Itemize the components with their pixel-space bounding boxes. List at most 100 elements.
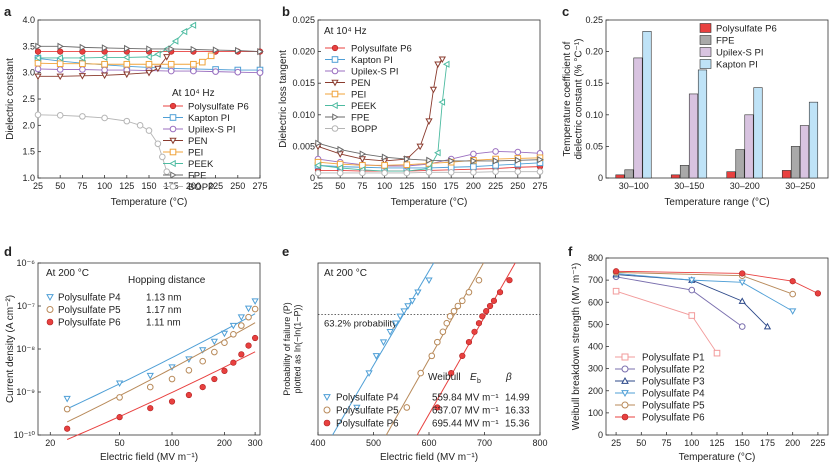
- panel-e-data-point: [446, 313, 454, 320]
- panel-a-data-point: [56, 112, 64, 119]
- panel-b-data-point: [470, 163, 477, 170]
- panel-a-y-tick-label: 1.5: [22, 147, 35, 157]
- panel-f-y-ticks: 0 100 200 300 400 500 600 700 800: [588, 253, 609, 440]
- panel-a-legend-label: Polysulfate P6: [188, 102, 249, 113]
- panel-b-legend-label: PEI: [351, 90, 366, 101]
- panel-e-reference-label: 63.2% probability: [324, 319, 397, 330]
- panel-c-y-ticks: 0 0.05 0.10 0.15 0.20 0.25: [585, 15, 609, 183]
- panel-e-x-tick-label: 600: [421, 438, 436, 448]
- panel-b-legend-marker: [331, 56, 339, 63]
- panel-a-data-point: [212, 68, 219, 75]
- panel-a-data-point: [79, 43, 87, 52]
- panel-b-data-point: [336, 151, 344, 158]
- panel-d-legend-hopping: 1.17 nm: [146, 305, 181, 316]
- panel-c-bar-upilex-s-pi: [688, 93, 699, 179]
- panel-e-data-point: [417, 369, 424, 377]
- panel-b-data-point: [434, 61, 442, 69]
- panel-b-legend-label: Upilex-S PI: [351, 67, 399, 78]
- panel-c-bar-upilex-s-pi: [744, 114, 754, 179]
- panel-a-x-tick-label: 100: [97, 181, 112, 191]
- panel-e-data-point: [434, 338, 441, 346]
- panel-d-x-tick-label: 50: [115, 438, 125, 448]
- panel-d-data-point: [168, 375, 176, 383]
- panel-c-label: c: [562, 4, 569, 19]
- panel-c-y-tick-label: 0.05: [585, 141, 603, 151]
- panel-a-data-point: [122, 53, 130, 62]
- panel-e-data-point: [459, 297, 466, 305]
- panel-b-y-tick-label: 0.015: [292, 78, 315, 88]
- panel-a-data-point: [136, 122, 144, 129]
- panel-b-x-tick-label: 225: [488, 181, 503, 191]
- panel-a-data-point: [78, 54, 86, 62]
- panel-e-legend-eb: 559.84 MV m⁻¹: [432, 393, 499, 404]
- panel-d-data-point: [230, 359, 237, 366]
- panel-d-data-point: [221, 339, 228, 347]
- panel-a-data-point: [167, 60, 175, 68]
- panel-f-y-tick-label: 500: [588, 319, 603, 329]
- panel-c-y-tick-label: 0.25: [585, 15, 603, 25]
- panel-b-y-axis-label: Dielectric loss tangent: [278, 50, 289, 148]
- panel-d-legend-marker: [46, 306, 54, 313]
- panel-c-legend-label: FPE: [716, 36, 734, 47]
- panel-f-legend-label: Polysulfate P6: [642, 413, 705, 424]
- panel-d-data-point: [230, 330, 237, 338]
- panel-f-legend-marker: [621, 413, 629, 421]
- panel-a-legend-label: PEI: [188, 148, 203, 159]
- panel-e-data-point: [483, 308, 490, 315]
- panel-f-y-tick-label: 700: [588, 275, 603, 285]
- panel-a-data-point: [198, 58, 206, 66]
- panel-a-data-point: [171, 37, 179, 45]
- panel-a-series-line: [37, 114, 168, 172]
- panel-b-data-point: [314, 169, 322, 177]
- panel-a-x-tick-label: 150: [141, 181, 156, 191]
- panel-a-series-pei: [34, 52, 215, 68]
- panel-c-y-axis-label: Temperature coefficient ofdielectric con…: [562, 39, 585, 160]
- panel-b-data-point: [447, 169, 455, 176]
- panel-d-data-point: [238, 351, 245, 358]
- panel-a-data-point: [180, 27, 188, 36]
- panel-b-x-tick-label: 50: [335, 181, 345, 191]
- panel-e-data-point: [506, 277, 513, 284]
- panel-b-data-point: [336, 164, 343, 172]
- panel-d-data-point: [251, 298, 259, 305]
- panel-e-annotation: At 200 °C: [324, 268, 367, 279]
- panel-b-data-point: [336, 169, 344, 177]
- panel-a-data-point: [190, 60, 197, 68]
- panel-b-data-point: [537, 156, 544, 164]
- panel-a-annotation: At 10⁴ Hz: [172, 88, 215, 99]
- panel-c-y-tick-label: 0.15: [585, 78, 603, 88]
- panel-e-data-point: [465, 288, 473, 296]
- panel-d-data-point: [211, 375, 218, 383]
- panel-a-y-tick-label: 2.0: [22, 120, 35, 130]
- panel-f-x-ticks: 25 50 75 100 125 150 175 200 225: [611, 432, 825, 448]
- panel-a-y-tick-label: 2.5: [22, 94, 35, 104]
- panel-f-legend-label: Polysulfate P2: [642, 365, 705, 376]
- panel-f-series-polysulfate-p6: [612, 268, 822, 297]
- panel-b-y-tick-label: 0.020: [292, 47, 315, 57]
- panel-e-data-point: [396, 313, 404, 321]
- panel-b-y-tick-label: 0: [310, 173, 315, 183]
- panel-e-x-tick-label: 700: [477, 438, 492, 448]
- panel-f-legend-label: Polysulfate P4: [642, 389, 705, 400]
- panel-f-data-point: [789, 308, 797, 315]
- panel-b-label: b: [282, 4, 290, 19]
- panel-a-data-point: [101, 60, 108, 68]
- panel-d-data-point: [211, 348, 218, 356]
- panel-f-data-point: [688, 312, 696, 319]
- panel-a-series-pen: [34, 54, 171, 81]
- panel-d-legend-marker: [46, 318, 54, 326]
- panel-a-x-tick-label: 200: [186, 181, 201, 191]
- panel-b-data-point: [403, 169, 411, 177]
- panel-b-data-point: [315, 139, 322, 147]
- panel-a-series-bopp: [34, 111, 171, 175]
- panel-d-data-point: [185, 366, 193, 374]
- panel-d-x-tick-label: 20: [45, 438, 55, 448]
- panel-c-x-tick-label: 30–150: [674, 181, 704, 191]
- panel-a-data-point: [34, 54, 41, 62]
- panel-a-data-point: [56, 60, 64, 68]
- panel-c-bar-fpe: [624, 169, 634, 179]
- panel-c-bar-fpe: [679, 165, 690, 179]
- panel-e-legend-header-weibull: Weibull: [428, 372, 461, 383]
- panel-d-legend-marker: [46, 294, 54, 302]
- panel-c-y-axis-label-line: Temperature coefficient of: [562, 41, 573, 156]
